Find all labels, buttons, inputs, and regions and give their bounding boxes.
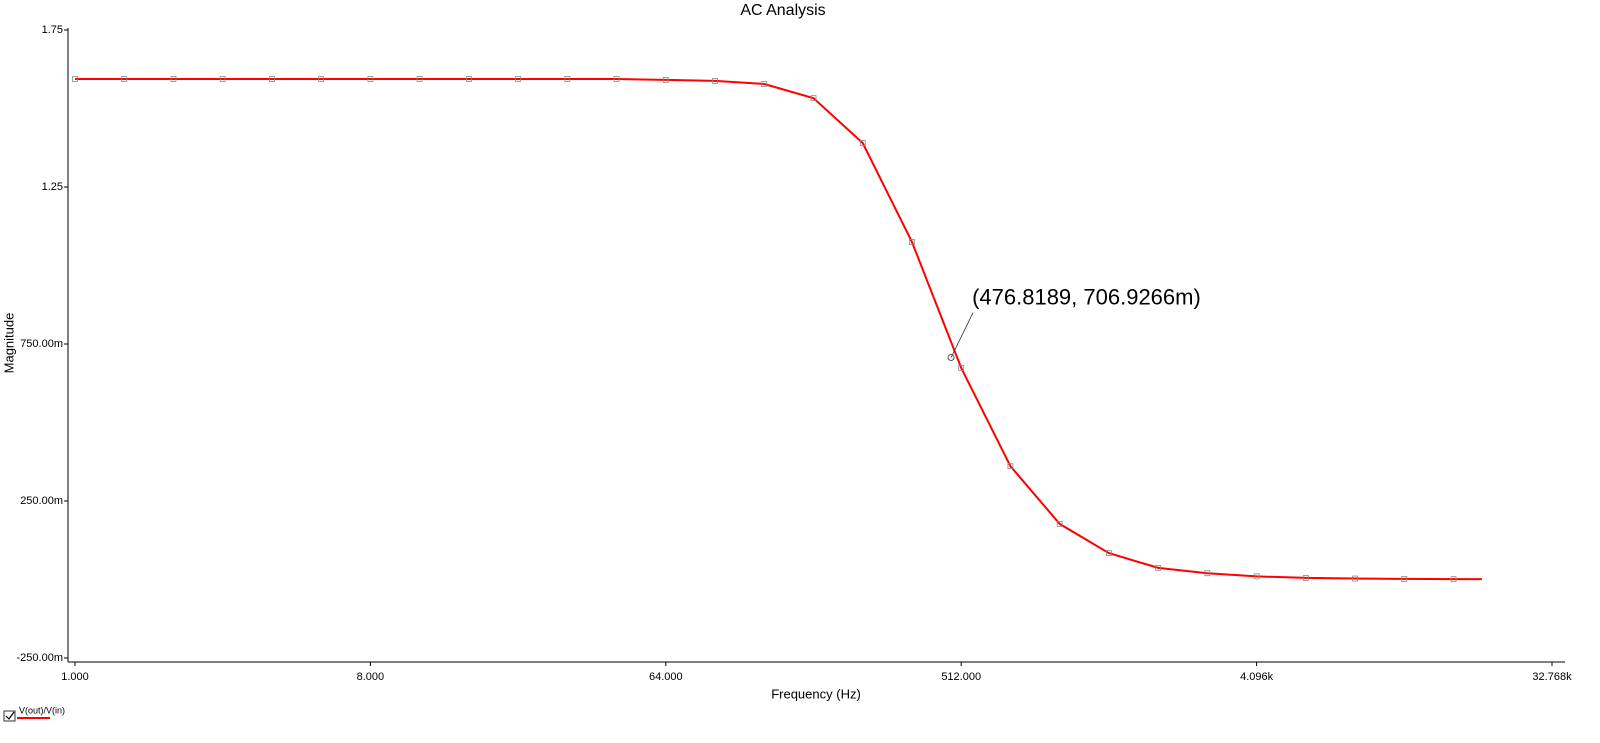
data-marker <box>170 76 177 82</box>
data-marker <box>465 76 472 82</box>
legend-label: V(out)/V(in) <box>19 705 65 715</box>
data-marker <box>121 76 128 82</box>
data-marker <box>318 76 325 82</box>
data-marker <box>219 76 226 82</box>
data-marker <box>269 76 275 82</box>
data-marker <box>1401 575 1408 582</box>
x-tick-label: 32.768k <box>1532 671 1572 683</box>
annotation-point <box>947 354 955 362</box>
data-marker <box>1302 575 1309 581</box>
data-marker <box>958 364 965 371</box>
data-marker <box>613 76 620 82</box>
data-marker <box>909 239 915 245</box>
data-marker <box>1352 575 1358 582</box>
data-marker <box>662 77 669 83</box>
data-marker <box>1007 463 1014 470</box>
x-tick-label: 512.000 <box>941 671 981 683</box>
data-marker <box>1105 550 1112 557</box>
legend-checkbox[interactable] <box>3 710 16 722</box>
data-marker <box>515 76 522 82</box>
x-tick-label: 8.000 <box>357 671 385 683</box>
data-marker <box>761 81 768 87</box>
data-marker <box>1450 576 1457 583</box>
series-line <box>75 77 1482 581</box>
y-tick-label: 250.00m <box>20 495 63 507</box>
data-marker <box>810 95 817 102</box>
data-marker <box>416 76 423 82</box>
data-marker <box>859 140 866 146</box>
x-tick-label: 4.096k <box>1240 671 1274 683</box>
annotation-leader <box>950 312 974 358</box>
data-marker <box>1204 570 1211 577</box>
data-marker <box>72 76 78 82</box>
x-tick-label: 64.000 <box>649 671 683 683</box>
x-axis-label: Frequency (Hz) <box>771 686 861 701</box>
chart-title: AC Analysis <box>740 2 825 19</box>
y-tick-label: 750.00m <box>20 338 63 350</box>
data-marker <box>712 77 718 84</box>
y-tick-label: 1.25 <box>42 181 63 193</box>
legend-check <box>5 711 15 720</box>
y-tick-label: 1.75 <box>42 24 63 36</box>
data-marker <box>1253 573 1260 580</box>
annotation-label: (476.8189, 706.9266m) <box>972 284 1201 309</box>
data-marker <box>1155 564 1162 571</box>
y-axis-label: Magnitude <box>1 313 16 374</box>
data-marker <box>564 76 571 82</box>
x-tick-label: 1.000 <box>61 671 89 683</box>
data-marker <box>367 76 374 82</box>
data-marker <box>1056 521 1063 527</box>
y-tick-label: -250.00m <box>17 652 63 664</box>
